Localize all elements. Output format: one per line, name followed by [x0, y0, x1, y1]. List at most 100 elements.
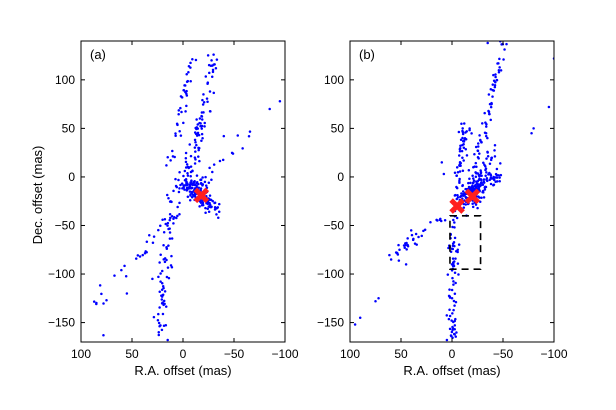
- data-point-188: [450, 334, 453, 338]
- data-point-9: [474, 161, 478, 165]
- data-point-143: [162, 302, 165, 305]
- y-tick-label-1: 50: [62, 121, 76, 135]
- y-tick-label-3: −50: [55, 218, 76, 232]
- data-point-418: [210, 59, 213, 62]
- data-point-408: [493, 155, 497, 158]
- data-point-15: [184, 110, 187, 113]
- data-point-282: [145, 240, 149, 244]
- data-point-3: [183, 84, 186, 87]
- data-point-184: [456, 248, 459, 251]
- data-point-27: [478, 134, 481, 137]
- data-point-305: [206, 207, 209, 211]
- data-point-24: [191, 57, 194, 61]
- data-point-45: [202, 93, 205, 96]
- data-point-321: [198, 205, 201, 208]
- data-point-29: [174, 132, 177, 135]
- data-point-59: [215, 58, 219, 61]
- data-point-204: [453, 328, 456, 331]
- data-point-129: [163, 290, 167, 293]
- data-point-211: [213, 207, 217, 211]
- data-point-61: [202, 101, 206, 104]
- data-point-389: [178, 170, 181, 174]
- panel-label: (b): [359, 47, 375, 62]
- position-marker-0: [449, 198, 465, 214]
- data-point-428: [490, 156, 494, 160]
- data-point-15: [487, 109, 490, 113]
- data-point-403: [193, 138, 197, 142]
- data-point-409: [493, 144, 497, 147]
- data-point-288: [402, 244, 406, 247]
- data-point-397: [182, 174, 185, 178]
- data-point-439: [377, 297, 380, 300]
- data-point-141: [164, 305, 168, 308]
- data-points: [92, 53, 282, 342]
- data-point-108: [170, 254, 173, 258]
- data-point-249: [163, 217, 167, 221]
- data-point-258: [499, 173, 503, 177]
- data-point-401: [198, 121, 201, 125]
- data-point-315: [199, 187, 203, 190]
- data-point-153: [165, 258, 168, 262]
- data-point-356: [462, 206, 466, 209]
- data-point-81: [208, 71, 211, 75]
- data-point-80: [456, 171, 460, 174]
- data-point-303: [414, 232, 418, 236]
- data-point-116: [160, 328, 164, 332]
- data-point-132: [157, 331, 160, 334]
- data-point-11: [493, 83, 497, 87]
- data-point-339: [197, 182, 200, 186]
- data-point-306: [422, 229, 425, 233]
- data-point-376: [193, 162, 197, 165]
- data-point-230: [482, 178, 486, 181]
- data-point-13: [489, 87, 493, 91]
- data-point-21: [194, 58, 198, 62]
- panel-a: 100 50 0 −50 −100 100 50 0 −50 −100 −150 (a) R.A. of…: [48, 40, 299, 378]
- data-point-96: [157, 275, 160, 279]
- data-point-205: [453, 226, 456, 229]
- data-point-30: [189, 80, 192, 83]
- data-point-42: [205, 97, 209, 100]
- data-point-131: [163, 260, 167, 264]
- data-point-347: [478, 196, 481, 199]
- data-point-416: [485, 157, 488, 160]
- data-point-49: [211, 70, 215, 74]
- data-point-122: [463, 122, 466, 125]
- data-point-307: [403, 246, 406, 250]
- data-point-140: [165, 275, 169, 279]
- data-point-427: [478, 173, 482, 177]
- data-point-373: [478, 183, 482, 186]
- data-point-245: [489, 173, 492, 176]
- data-point-79: [201, 118, 204, 121]
- data-point-313: [397, 243, 400, 247]
- data-point-107: [167, 197, 170, 200]
- data-point-81: [458, 149, 462, 153]
- data-point-34: [166, 155, 169, 159]
- data-point-245: [241, 147, 244, 150]
- data-point-192: [188, 190, 192, 193]
- data-point-431: [467, 185, 471, 189]
- data-point-371: [201, 137, 204, 140]
- data-point-18: [173, 155, 176, 159]
- data-point-6: [177, 113, 180, 116]
- data-point-116: [468, 128, 471, 132]
- data-point-93: [455, 166, 459, 169]
- data-point-203: [451, 325, 454, 329]
- data-point-382: [471, 205, 475, 209]
- data-point-404: [203, 125, 206, 128]
- data-point-114: [458, 163, 462, 166]
- data-point-50: [214, 67, 218, 70]
- data-point-16: [176, 123, 179, 127]
- data-point-27: [184, 90, 187, 94]
- data-point-84: [211, 64, 214, 67]
- data-point-272: [161, 218, 164, 222]
- data-point-247: [489, 182, 493, 186]
- data-point-126: [160, 298, 164, 301]
- data-point-361: [184, 177, 188, 181]
- data-point-110: [458, 181, 461, 184]
- data-point-440: [374, 299, 377, 303]
- data-point-94: [465, 154, 469, 157]
- data-point-147: [452, 218, 455, 222]
- data-point-25: [187, 64, 191, 68]
- data-point-438: [530, 131, 533, 135]
- data-points: [353, 41, 554, 342]
